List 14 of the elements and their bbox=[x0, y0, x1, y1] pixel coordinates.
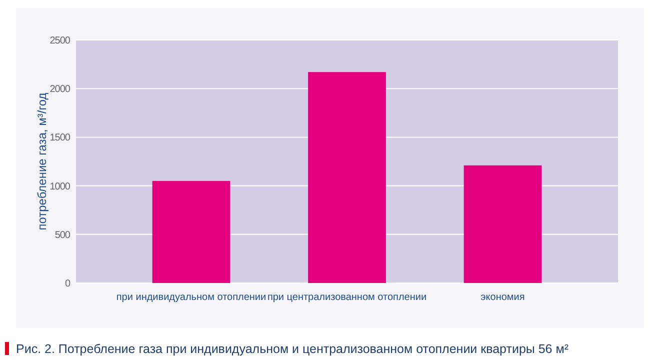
y-tick-label: 2500 bbox=[50, 36, 71, 46]
y-tick-label: 2000 bbox=[50, 84, 71, 96]
x-tick-label: при централизованном отоплении bbox=[267, 292, 427, 303]
y-tick-label: 0 bbox=[64, 278, 71, 290]
x-tick-label: при индивидуальном отоплении bbox=[116, 292, 266, 303]
y-axis-title: потребление газа, м³/год bbox=[35, 92, 49, 230]
y-tick-label: 1500 bbox=[50, 132, 71, 144]
bar bbox=[152, 180, 230, 283]
text: Рис. 2. Потребление газа при индивидуальном и централизованном отоплении квартиры 56 м² bbox=[16, 342, 568, 356]
y-tick-label: 1000 bbox=[50, 181, 71, 192]
x-tick-label: экономия bbox=[480, 292, 525, 303]
bar bbox=[464, 165, 542, 283]
y-tick-label: 500 bbox=[54, 230, 71, 241]
bar bbox=[308, 72, 386, 283]
